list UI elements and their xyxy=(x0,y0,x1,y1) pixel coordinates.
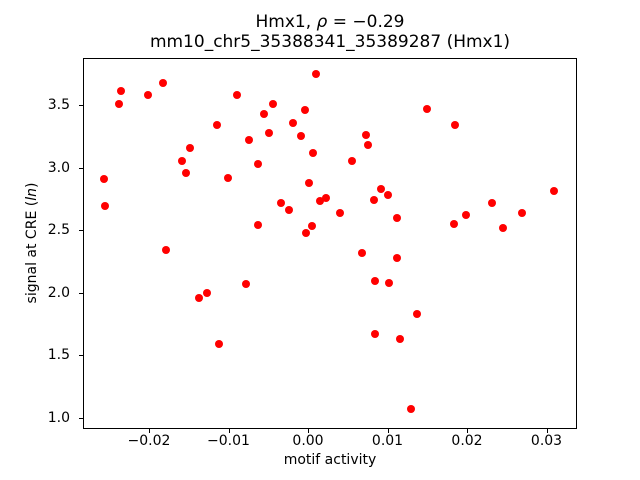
data-point xyxy=(498,223,507,232)
data-point xyxy=(377,184,386,193)
plot-area xyxy=(83,58,577,429)
data-point xyxy=(385,278,394,287)
data-point xyxy=(396,334,405,343)
x-tick-mark xyxy=(467,429,468,433)
data-point xyxy=(487,198,496,207)
y-tick-label: 2.5 xyxy=(47,222,70,238)
data-point xyxy=(364,141,373,149)
x-tick-mark xyxy=(387,429,389,433)
data-point xyxy=(181,168,190,177)
chart-title: Hmx1, ρ = −0.29 mm10_chr5_35388341_35389… xyxy=(83,12,577,52)
data-point xyxy=(284,206,293,214)
x-tick-mark xyxy=(546,429,548,433)
data-point xyxy=(370,277,379,286)
data-point xyxy=(370,196,378,204)
x-tick-label: 0.01 xyxy=(371,433,404,449)
data-point xyxy=(362,131,370,139)
data-point xyxy=(308,148,317,157)
data-point xyxy=(335,208,344,217)
x-axis-label: motif activity xyxy=(283,452,377,468)
data-point xyxy=(177,157,186,166)
y-tick-label: 3.5 xyxy=(47,97,70,113)
x-tick-label: −0.01 xyxy=(207,433,250,449)
y-tick-mark xyxy=(79,355,83,356)
data-point xyxy=(406,404,415,413)
data-point xyxy=(517,208,526,217)
y-tick-mark xyxy=(79,292,83,294)
data-point xyxy=(302,228,311,237)
data-point xyxy=(423,104,432,113)
data-point xyxy=(451,121,460,129)
x-tick-label: 0.00 xyxy=(292,433,324,449)
data-point xyxy=(232,91,241,99)
data-point xyxy=(449,219,458,228)
y-tick-label: 1.5 xyxy=(47,347,70,363)
y-tick-label: 1.0 xyxy=(47,409,70,426)
data-point xyxy=(195,293,204,302)
data-point xyxy=(212,121,221,129)
data-point xyxy=(161,246,170,254)
data-point xyxy=(253,159,262,168)
data-point xyxy=(253,221,262,229)
data-point xyxy=(300,106,309,114)
data-point xyxy=(242,279,250,288)
data-point xyxy=(384,191,393,199)
title-rho-symbol: ρ xyxy=(316,12,328,32)
y-tick-label: 3.0 xyxy=(47,159,70,176)
data-point xyxy=(269,99,277,108)
y-tick-mark xyxy=(79,417,83,419)
data-point xyxy=(100,202,109,211)
y-tick-mark xyxy=(79,105,83,106)
x-tick-mark xyxy=(228,429,230,433)
data-point xyxy=(114,99,123,108)
x-tick-mark xyxy=(308,429,309,433)
data-point xyxy=(322,193,331,202)
x-tick-label: −0.02 xyxy=(127,433,171,449)
data-point xyxy=(288,118,297,127)
data-point xyxy=(462,211,471,219)
data-point xyxy=(265,128,273,137)
data-point xyxy=(412,309,421,318)
data-point xyxy=(144,91,153,99)
data-point xyxy=(203,288,211,297)
data-point xyxy=(393,213,401,222)
data-point xyxy=(550,187,559,196)
data-point xyxy=(99,174,108,183)
data-point xyxy=(215,339,223,348)
y-tick-label: 2.0 xyxy=(47,284,70,301)
data-point xyxy=(347,157,356,166)
data-point xyxy=(311,69,320,78)
data-point xyxy=(358,248,367,257)
data-point xyxy=(393,253,401,262)
x-tick-mark xyxy=(149,429,150,433)
data-point xyxy=(245,136,254,144)
data-point xyxy=(370,329,379,338)
data-point xyxy=(117,87,126,96)
y-tick-mark xyxy=(79,167,83,169)
data-point xyxy=(158,78,167,87)
data-point xyxy=(315,197,324,206)
x-tick-label: 0.03 xyxy=(530,433,563,449)
data-point xyxy=(260,109,269,118)
data-point xyxy=(223,173,232,182)
x-tick-label: 0.02 xyxy=(451,433,483,449)
data-point xyxy=(308,222,316,231)
chart-title-line1: Hmx1, ρ = −0.29 xyxy=(83,12,577,32)
data-point xyxy=(296,132,305,141)
data-point xyxy=(186,143,195,152)
y-tick-mark xyxy=(79,230,83,231)
title-correlation-value: = −0.29 xyxy=(327,12,405,32)
title-gene-name: Hmx1, xyxy=(255,12,317,32)
chart-title-line2: mm10_chr5_35388341_35389287 (Hmx1) xyxy=(149,32,511,52)
data-point xyxy=(277,198,285,207)
data-point xyxy=(304,178,313,187)
